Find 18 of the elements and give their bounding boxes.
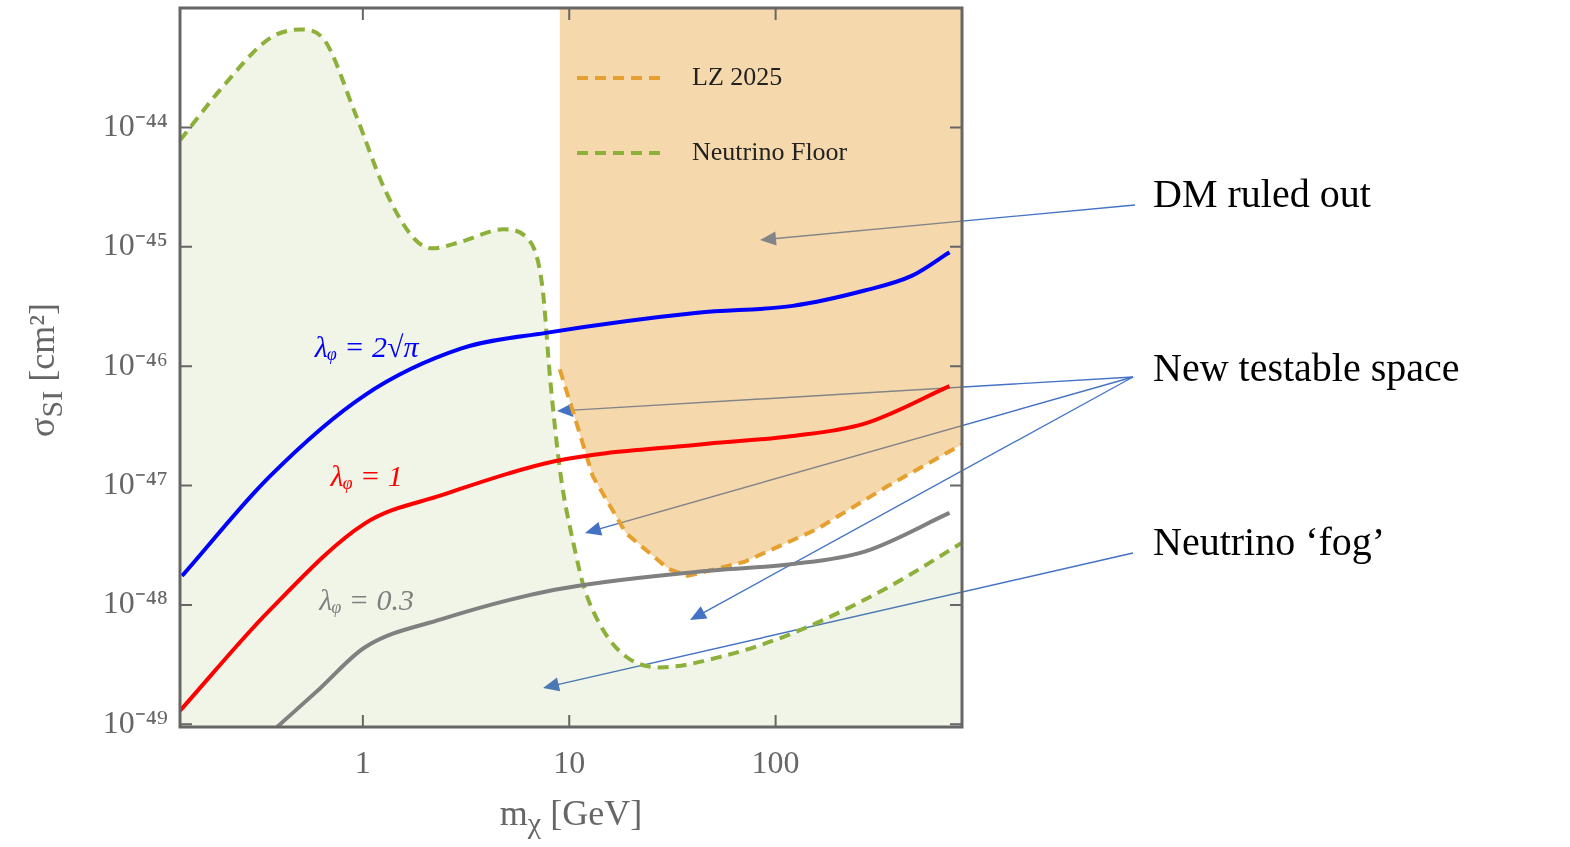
y-tick-label: 10⁻⁴⁴ [102,106,168,143]
x-axis-title: m$_{χ}$ [GeV] [499,792,643,841]
series-label: λᵩ = 1 [329,458,403,493]
x-tick-label: 1 [354,743,371,780]
text: New testable space [1153,344,1460,390]
text: Neutrino ‘fog’ [1153,518,1386,564]
y-tick-label: 10⁻⁴⁹ [102,703,168,740]
y-tick-label: 10⁻⁴⁵ [102,226,168,263]
series-label: λᵩ = 2√π [313,330,420,365]
y-tick-label: 10⁻⁴⁸ [102,584,168,621]
text: DM ruled out [1153,170,1371,216]
legend-label: Neutrino Floor [692,136,848,166]
y-tick-label: 10⁻⁴⁷ [102,464,168,501]
legend-label: LZ 2025 [692,61,783,91]
x-tick-label: 10 [553,743,586,780]
series-label: λᵩ = 0.3 [318,582,415,617]
x-tick-label: 100 [751,743,800,780]
y-tick-label: 10⁻⁴⁶ [102,345,168,382]
